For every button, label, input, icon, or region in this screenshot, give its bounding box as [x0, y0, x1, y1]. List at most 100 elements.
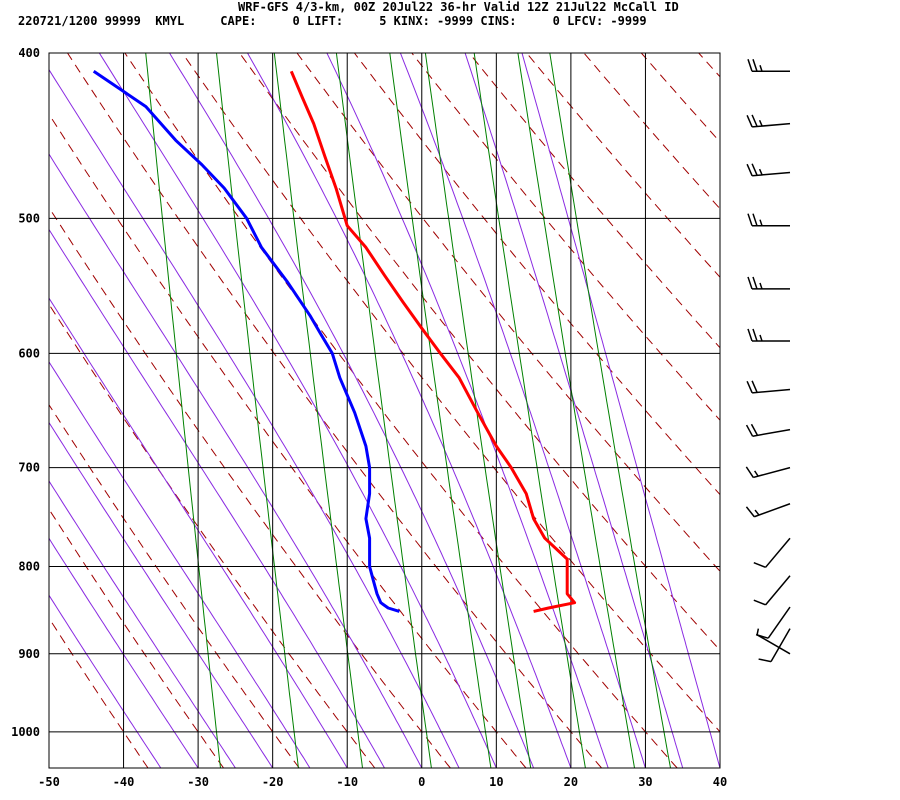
mixing-ratio-line: [389, 53, 492, 768]
moist-adiabat: [399, 53, 646, 768]
barb-shaft: [764, 537, 791, 568]
barb-half-flag: [754, 470, 759, 477]
barb-shaft: [752, 428, 791, 437]
x-tick-label: 10: [489, 775, 503, 789]
barb-flag: [751, 163, 758, 176]
barb-flag: [747, 276, 753, 290]
wind-barb: [753, 575, 791, 606]
x-tick-label: 30: [638, 775, 652, 789]
barb-shaft: [764, 575, 791, 606]
barb-shaft: [756, 634, 791, 655]
moist-adiabat: [49, 68, 460, 768]
barb-flag: [746, 163, 753, 177]
barb-flag: [745, 424, 754, 437]
temperature-trace: [289, 70, 577, 613]
barb-flag: [753, 561, 766, 569]
barb-half-flag: [759, 282, 763, 290]
dry-adiabat: [296, 53, 720, 572]
mixing-ratio-line: [473, 53, 586, 768]
barb-flag: [747, 328, 753, 342]
moist-adiabat: [464, 53, 684, 768]
dry-adiabat: [583, 53, 720, 210]
grid: [48, 52, 721, 769]
barb-flag: [746, 115, 753, 128]
mixing-ratio-line: [216, 53, 299, 768]
mixing-ratio-line: [517, 53, 635, 768]
dry-adiabat: [49, 113, 527, 768]
dry-adiabat: [698, 53, 720, 78]
wind-barb: [747, 276, 790, 290]
moist-adiabat: [49, 421, 274, 768]
x-tick-label: -40: [113, 775, 135, 789]
barb-flag: [746, 380, 753, 394]
barb-flag: [747, 59, 753, 72]
barb-flag: [745, 506, 755, 518]
moist-adiabat: [49, 297, 348, 768]
mixing-ratio-line: [145, 53, 221, 768]
barb-shaft: [754, 503, 791, 518]
dry-adiabat: [640, 53, 720, 143]
chart-title: WRF-GFS 4/3-km, 00Z 20Jul22 36-hr Valid …: [238, 0, 679, 14]
background-lines: [49, 44, 900, 768]
barb-flag: [752, 328, 758, 342]
wind-barb: [753, 537, 791, 569]
wind-barb: [747, 59, 790, 73]
barb-half-flag: [754, 509, 760, 516]
barb-flag: [753, 599, 766, 606]
barb-half-flag: [759, 65, 763, 72]
dry-adiabat: [238, 53, 720, 652]
barb-shaft: [753, 466, 791, 479]
wind-barb: [756, 628, 791, 655]
moist-adiabat: [98, 53, 497, 768]
sounding-traces: [92, 70, 577, 613]
wind-barb: [747, 328, 790, 342]
barb-shaft: [752, 171, 791, 177]
y-tick-label: 800: [18, 560, 40, 574]
wind-barb: [745, 503, 791, 518]
dry-adiabat: [468, 53, 720, 349]
barb-flag: [752, 276, 758, 290]
plot-frame: [48, 52, 721, 769]
wind-barb: [745, 423, 791, 437]
barb-shaft: [767, 606, 791, 639]
barb-flag: [752, 59, 758, 72]
y-tick-label: 900: [18, 647, 40, 661]
barb-shaft: [752, 122, 791, 128]
y-tick-label: 500: [18, 211, 40, 225]
moist-adiabat: [168, 53, 535, 768]
x-tick-label: -50: [38, 775, 60, 789]
moist-adiabat: [326, 53, 609, 768]
y-tick-label: 600: [18, 346, 40, 360]
barb-half-flag: [758, 119, 763, 127]
x-tick-label: -30: [187, 775, 209, 789]
barb-half-flag: [756, 628, 760, 635]
y-tick-label: 400: [18, 46, 40, 60]
mixing-ratio-line: [549, 53, 671, 768]
barb-half-flag: [758, 168, 763, 176]
y-tick-label: 700: [18, 461, 40, 475]
wind-barb: [746, 114, 791, 128]
barb-flag: [747, 213, 753, 226]
moist-adiabat: [49, 228, 385, 768]
dry-adiabat: [181, 53, 720, 733]
moist-adiabat: [49, 153, 423, 768]
dry-adiabat: [49, 617, 149, 768]
wind-barb: [745, 466, 791, 479]
dry-adiabat: [124, 53, 678, 768]
mixing-ratio-line: [273, 53, 363, 768]
x-tick-label: -20: [262, 775, 284, 789]
dry-adiabat: [353, 53, 720, 496]
mixing-ratio-line: [424, 53, 532, 768]
moist-adiabat: [49, 480, 236, 768]
barb-half-flag: [759, 219, 763, 226]
moist-adiabat: [49, 594, 162, 768]
axis-ticks: -50 -40 -30 -20 -10 0 10 20 30 40 400 500 600 700 800 9…: [11, 46, 727, 789]
dry-adiabat: [805, 44, 900, 768]
moist-adiabat: [49, 537, 199, 768]
dewpoint-trace: [92, 70, 400, 613]
wind-barb: [747, 213, 790, 227]
dry-adiabat: [66, 53, 602, 768]
dry-adiabat: [411, 53, 720, 421]
wind-barbs: [745, 59, 791, 663]
dry-adiabat: [49, 403, 300, 768]
